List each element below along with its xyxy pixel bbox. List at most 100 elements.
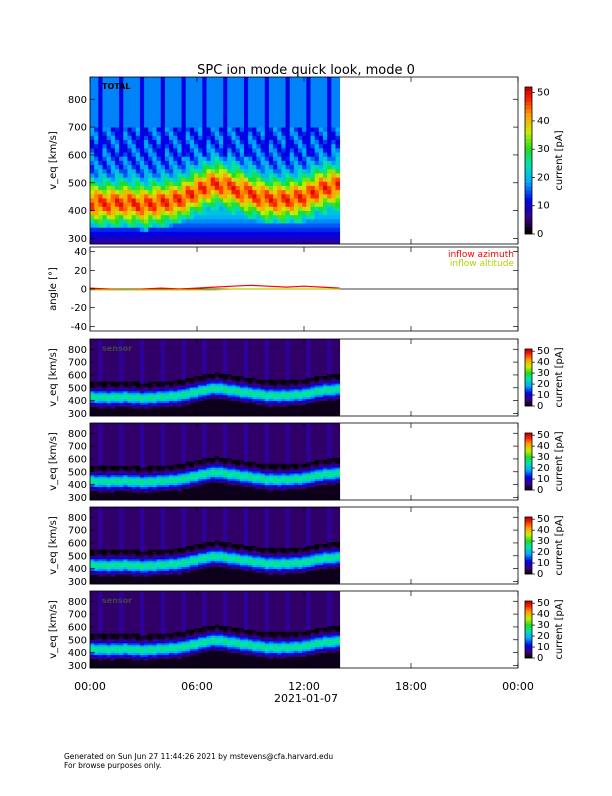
heatmap-cell (327, 206, 332, 211)
heatmap-cell (215, 144, 220, 149)
heatmap-cell (202, 115, 207, 120)
heatmap-cell (281, 98, 286, 103)
heatmap-cell (323, 206, 328, 211)
heatmap-cell (294, 135, 299, 140)
heatmap-cell (94, 177, 99, 182)
heatmap-cell (273, 227, 278, 232)
heatmap-cell (111, 181, 116, 186)
heatmap-cell (157, 115, 162, 120)
heatmap-cell (102, 206, 107, 211)
heatmap-cell (273, 77, 278, 82)
heatmap-cell (144, 231, 149, 236)
heatmap-cell (148, 186, 153, 191)
heatmap-cell (190, 231, 195, 236)
heatmap-cell (98, 106, 103, 111)
heatmap-cell (227, 144, 232, 149)
heatmap-cell (144, 202, 149, 207)
heatmap-cell (240, 173, 245, 178)
heatmap-cell (165, 219, 170, 224)
heatmap-cell (231, 127, 236, 132)
heatmap-cell (290, 90, 295, 95)
heatmap-cell (294, 169, 299, 174)
heatmap-cell (319, 177, 324, 182)
heatmap-cell (115, 152, 120, 157)
heatmap-cell (252, 140, 257, 145)
heatmap-cell (227, 81, 232, 86)
heatmap-cell (219, 227, 224, 232)
heatmap-cell (315, 169, 320, 174)
heatmap-cell (252, 115, 257, 120)
heatmap-cell (286, 106, 291, 111)
heatmap-cell (265, 181, 270, 186)
heatmap-cell (182, 219, 187, 224)
heatmap-cell (157, 156, 162, 161)
heatmap-cell (248, 223, 253, 228)
heatmap-cell (161, 81, 166, 86)
heatmap-cell (223, 119, 228, 124)
heatmap-cell (102, 123, 107, 128)
heatmap-cell (169, 85, 174, 90)
heatmap-cell (140, 173, 145, 178)
heatmap-cell (294, 148, 299, 153)
heatmap-cell (198, 198, 203, 203)
heatmap-cell (107, 219, 112, 224)
heatmap-cell (290, 131, 295, 136)
heatmap-cell (148, 202, 153, 207)
heatmap-cell (119, 115, 124, 120)
heatmap-cell (252, 181, 257, 186)
heatmap-cell (273, 123, 278, 128)
heatmap-cell (327, 119, 332, 124)
y-tick-label: 500 (68, 178, 87, 189)
heatmap-cell (306, 77, 311, 82)
heatmap-cell (327, 173, 332, 178)
heatmap-cell (144, 127, 149, 132)
heatmap-cell (298, 85, 303, 90)
heatmap-cell (148, 140, 153, 145)
heatmap-cell (182, 140, 187, 145)
heatmap-cell (273, 115, 278, 120)
heatmap-cell (94, 223, 99, 228)
heatmap-cell (248, 202, 253, 207)
heatmap-cell (107, 161, 112, 166)
heatmap-cell (265, 140, 270, 145)
heatmap-cell (256, 190, 261, 195)
heatmap-cell (323, 181, 328, 186)
heatmap-cell (211, 152, 216, 157)
heatmap-cell (132, 165, 137, 170)
heatmap-cell (302, 156, 307, 161)
heatmap-cell (198, 236, 203, 241)
heatmap-cell (152, 152, 157, 157)
heatmap-cell (152, 165, 157, 170)
heatmap-cell (94, 94, 99, 99)
heatmap-cell (302, 223, 307, 228)
heatmap-cell (231, 211, 236, 216)
heatmap-cell (119, 106, 124, 111)
heatmap-cell (323, 94, 328, 99)
heatmap-cell (207, 181, 212, 186)
heatmap-cell (161, 115, 166, 120)
heatmap-cell (98, 148, 103, 153)
heatmap-cell (265, 215, 270, 220)
heatmap-cell (190, 223, 195, 228)
heatmap-cell (240, 85, 245, 90)
heatmap-cell (277, 102, 282, 107)
heatmap-cell (323, 106, 328, 111)
heatmap-cell (173, 177, 178, 182)
heatmap-cell (186, 194, 191, 199)
heatmap-cell (107, 165, 112, 170)
heatmap-cell (198, 77, 203, 82)
heatmap-cell (215, 198, 220, 203)
heatmap-cell (215, 98, 220, 103)
heatmap-cell (182, 90, 187, 95)
heatmap-cell (173, 115, 178, 120)
heatmap-cell (252, 135, 257, 140)
heatmap-cell (319, 156, 324, 161)
heatmap-cell (111, 140, 116, 145)
heatmap-cell (281, 94, 286, 99)
heatmap-cell (219, 206, 224, 211)
heatmap-cell (161, 152, 166, 157)
heatmap-cell (219, 231, 224, 236)
heatmap-cell (261, 173, 266, 178)
heatmap-cell (231, 190, 236, 195)
heatmap-cell (223, 173, 228, 178)
